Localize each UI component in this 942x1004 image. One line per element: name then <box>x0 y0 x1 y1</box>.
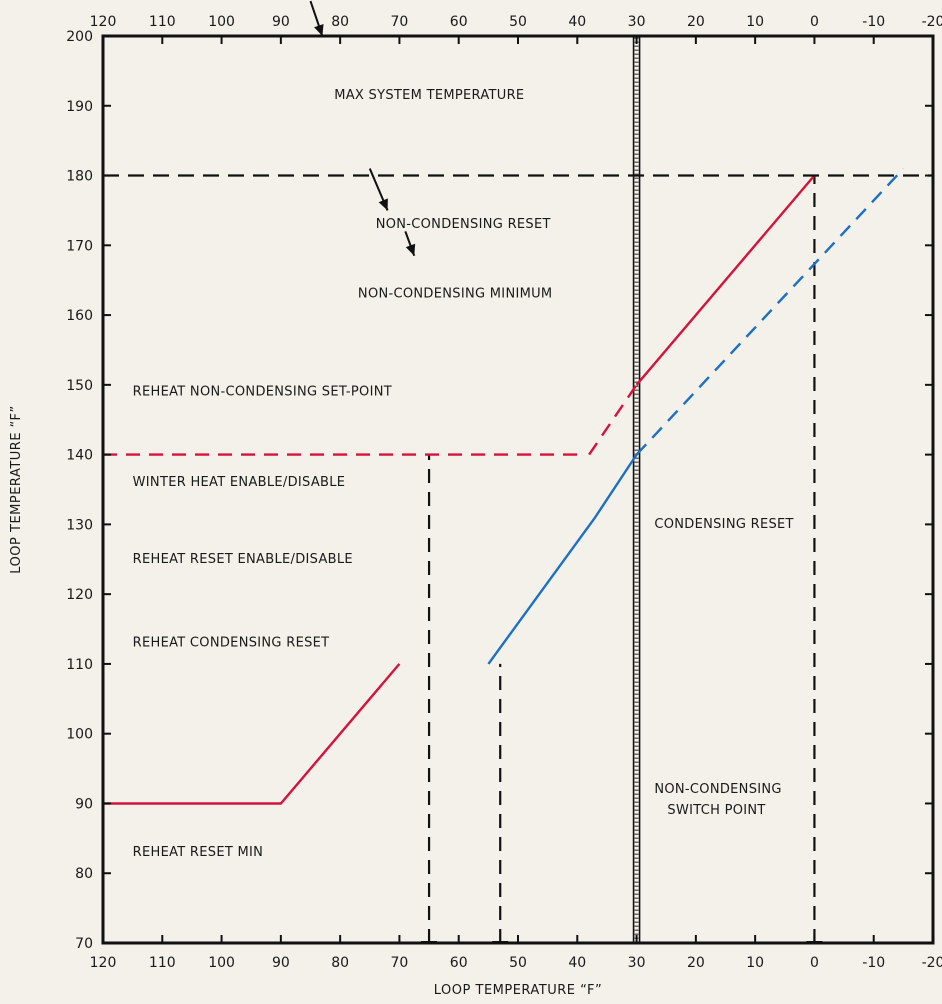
x-tick-label-bottom: 40 <box>568 955 586 971</box>
y-tick-label: 90 <box>75 796 93 812</box>
y-tick-label: 190 <box>66 99 93 115</box>
x-tick-label-bottom: 10 <box>746 955 764 971</box>
axis-ticks: 1201201101101001009090808070706060505040… <box>66 14 942 971</box>
series-line-2 <box>487 453 638 665</box>
x-tick-label-top: 20 <box>687 14 705 30</box>
x-tick-label-top: -10 <box>862 14 885 30</box>
annotations: MAX SYSTEM TEMPERATURE NON-CONDENSING RES… <box>133 0 794 860</box>
x-tick-label-bottom: 30 <box>628 955 646 971</box>
series-line-1 <box>103 663 401 805</box>
x-tick-label-bottom: -20 <box>922 955 942 971</box>
annotation-label: NON-CONDENSING RESET <box>376 217 551 232</box>
x-tick-label-top: 0 <box>810 14 819 30</box>
x-tick-label-top: 30 <box>628 14 646 30</box>
series-line-5 <box>588 384 638 456</box>
x-tick-label-top: 60 <box>450 14 468 30</box>
x-tick-label-top: 10 <box>746 14 764 30</box>
y-tick-label: 120 <box>66 587 93 603</box>
x-tick-label-bottom: 90 <box>272 955 290 971</box>
x-tick-label-top: -20 <box>922 14 942 30</box>
annotation-label: REHEAT RESET ENABLE/DISABLE <box>133 552 353 567</box>
y-tick-label: 110 <box>66 657 93 673</box>
annotation-label: REHEAT RESET MIN <box>133 845 264 860</box>
x-tick-label-top: 70 <box>391 14 409 30</box>
x-tick-label-bottom: 50 <box>509 955 527 971</box>
annotation-label: SWITCH POINT <box>667 803 765 818</box>
data-series <box>103 167 933 805</box>
y-tick-label: 140 <box>66 448 93 464</box>
x-tick-label-bottom: 60 <box>450 955 468 971</box>
x-tick-label-top: 110 <box>149 14 176 30</box>
y-tick-label: 170 <box>66 238 93 254</box>
x-tick-label-bottom: 0 <box>810 955 819 971</box>
y-tick-label: 70 <box>75 936 93 952</box>
annotation-label: WINTER HEAT ENABLE/DISABLE <box>133 475 346 490</box>
y-tick-label: 100 <box>66 727 93 743</box>
x-tick-label-top: 80 <box>331 14 349 30</box>
x-tick-label-bottom: -10 <box>862 955 885 971</box>
x-tick-label-bottom: 70 <box>391 955 409 971</box>
x-tick-label-bottom: 110 <box>149 955 176 971</box>
annotation-label: MAX SYSTEM TEMPERATURE <box>334 88 524 103</box>
y-tick-label: 80 <box>75 866 93 882</box>
guide-lines <box>421 36 823 943</box>
y-tick-label: 160 <box>66 308 93 324</box>
x-tick-label-top: 50 <box>509 14 527 30</box>
series-line-4 <box>635 174 816 386</box>
annotation-label: NON-CONDENSING MINIMUM <box>358 287 553 302</box>
pointer-arrowhead <box>405 243 416 256</box>
y-axis-title: LOOP TEMPERATURE “F” <box>9 405 24 573</box>
annotation-label: REHEAT NON-CONDENSING SET-POINT <box>133 384 392 399</box>
x-tick-label-top: 120 <box>90 14 117 30</box>
y-tick-label: 200 <box>66 29 93 45</box>
pointer-arrowhead <box>378 198 388 211</box>
x-tick-label-bottom: 120 <box>90 955 117 971</box>
x-tick-label-top: 100 <box>208 14 235 30</box>
y-tick-label: 130 <box>66 517 93 533</box>
annotation-label: REHEAT CONDENSING RESET <box>133 635 330 650</box>
annotation-label: CONDENSING RESET <box>654 517 793 532</box>
pointer-arrowhead <box>314 23 324 36</box>
series-line-3 <box>635 167 905 456</box>
x-tick-label-bottom: 20 <box>687 955 705 971</box>
y-tick-label: 180 <box>66 169 93 185</box>
x-tick-label-bottom: 80 <box>331 955 349 971</box>
x-tick-label-top: 90 <box>272 14 290 30</box>
annotation-label: NON-CONDENSING <box>654 782 781 797</box>
x-tick-label-bottom: 100 <box>208 955 235 971</box>
y-tick-label: 150 <box>66 378 93 394</box>
x-tick-label-top: 40 <box>568 14 586 30</box>
x-axis-title: LOOP TEMPERATURE “F” <box>434 983 602 998</box>
